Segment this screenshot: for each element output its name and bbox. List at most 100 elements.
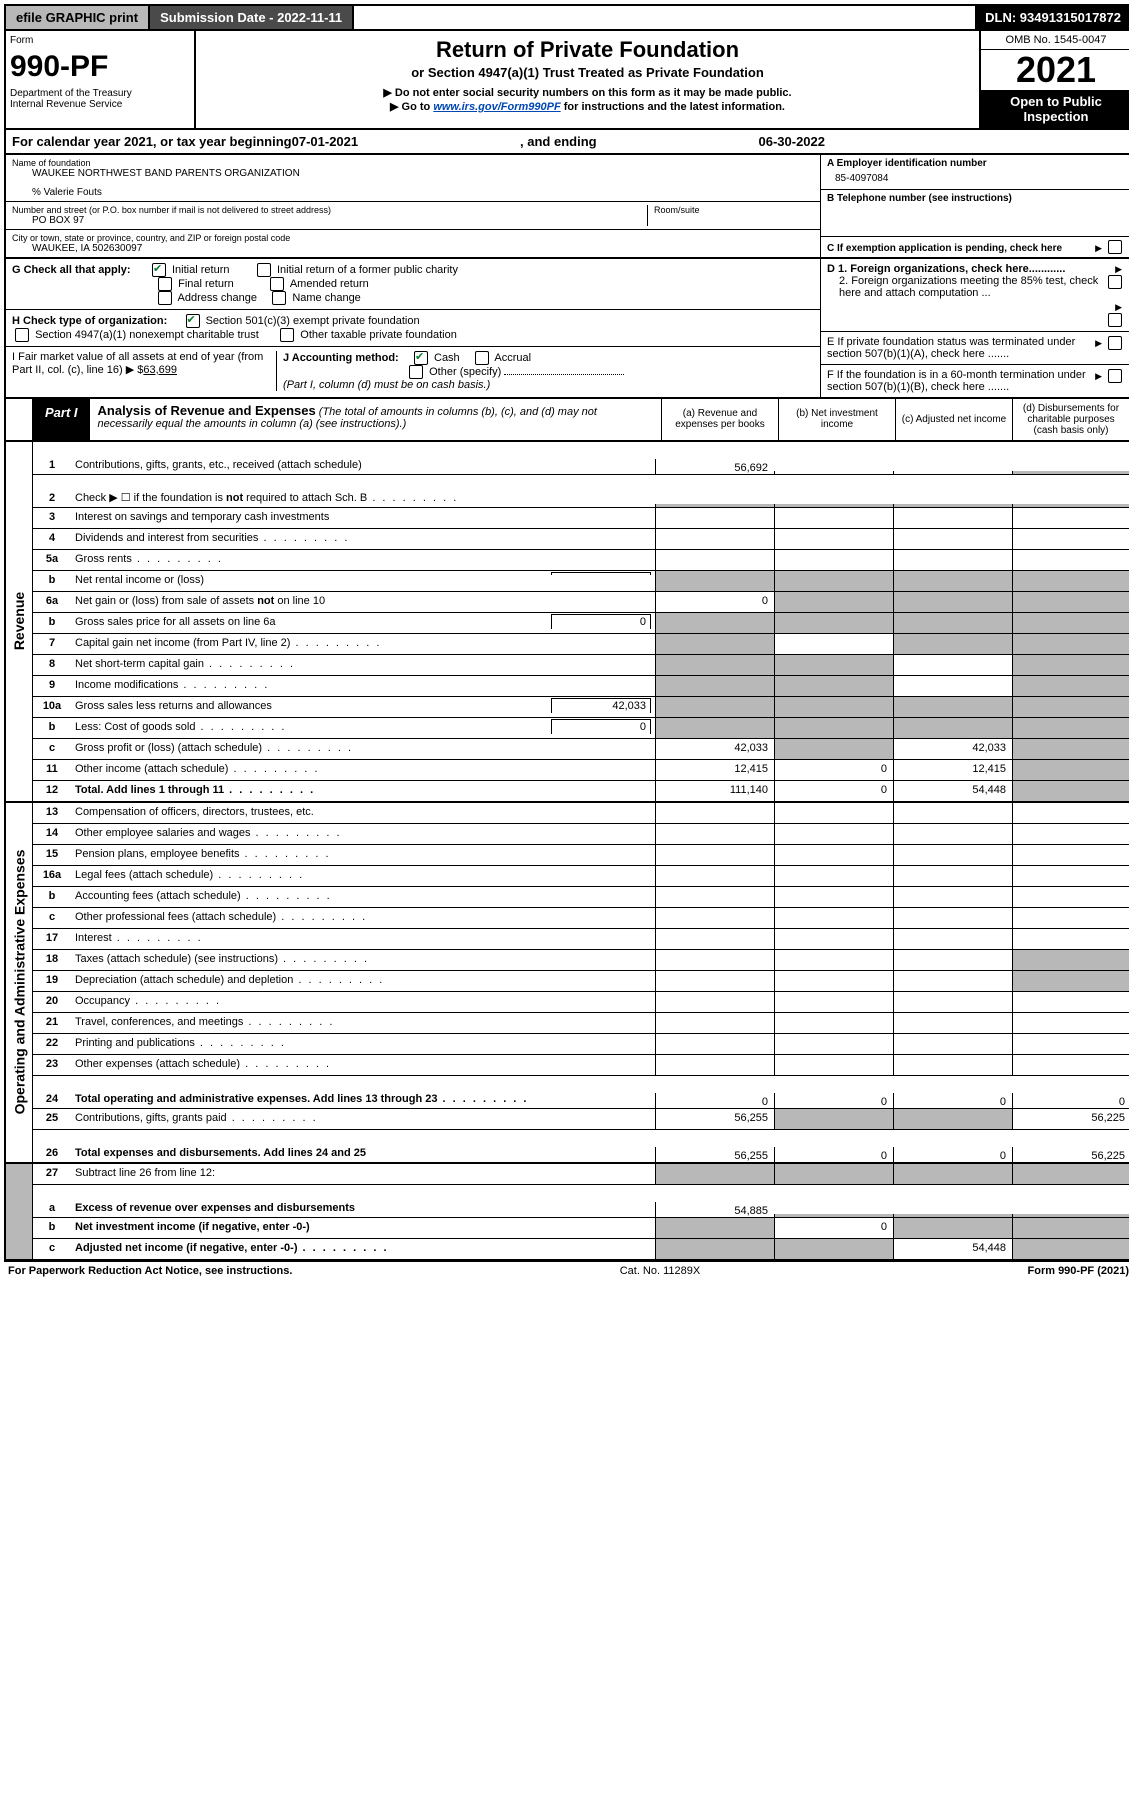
c-checkbox[interactable] xyxy=(1108,240,1122,254)
table-row: bAccounting fees (attach schedule) xyxy=(33,887,1129,908)
cell-col-d xyxy=(1012,908,1129,928)
row-number: 27 xyxy=(33,1164,71,1184)
cell-col-b xyxy=(774,613,893,633)
dln-label: DLN: 93491315017872 xyxy=(975,6,1129,29)
i-cell: I Fair market value of all assets at end… xyxy=(12,351,277,391)
f-checkbox[interactable] xyxy=(1108,369,1122,383)
row-description: Net rental income or (loss) xyxy=(71,571,655,591)
row-description: Compensation of officers, directors, tru… xyxy=(71,803,655,823)
j-accrual-checkbox[interactable] xyxy=(475,351,489,365)
cell-col-d xyxy=(1012,592,1129,612)
cell-col-d xyxy=(1012,1013,1129,1033)
inline-value: 0 xyxy=(551,614,651,629)
table-row: cGross profit or (loss) (attach schedule… xyxy=(33,739,1129,760)
cell-col-c xyxy=(893,508,1012,528)
cell-col-a xyxy=(655,866,774,886)
g-former-charity-checkbox[interactable] xyxy=(257,263,271,277)
cell-col-a xyxy=(655,508,774,528)
j-cash-checkbox[interactable] xyxy=(414,351,428,365)
h-4947-checkbox[interactable] xyxy=(15,328,29,342)
j-cell: J Accounting method: Cash Accrual Other … xyxy=(277,351,814,391)
g-opt1: Initial return xyxy=(172,264,229,276)
row-number: 1 xyxy=(33,456,71,474)
cell-col-b xyxy=(774,887,893,907)
cell-col-b: 0 xyxy=(774,760,893,780)
cell-col-d xyxy=(1012,824,1129,844)
j-other-checkbox[interactable] xyxy=(409,365,423,379)
e-checkbox[interactable] xyxy=(1108,336,1122,350)
cell-col-c xyxy=(893,592,1012,612)
ein-label: A Employer identification number xyxy=(827,158,987,169)
row-description: Interest on savings and temporary cash i… xyxy=(71,508,655,528)
row-description: Gross profit or (loss) (attach schedule) xyxy=(71,739,655,759)
g-label: G Check all that apply: xyxy=(12,264,131,276)
row-description: Depreciation (attach schedule) and deple… xyxy=(71,971,655,991)
cell-col-d xyxy=(1012,571,1129,591)
cell-col-a xyxy=(655,613,774,633)
f-row: F If the foundation is in a 60-month ter… xyxy=(821,365,1129,397)
cell-col-b xyxy=(774,592,893,612)
table-row: 26Total expenses and disbursements. Add … xyxy=(33,1130,1129,1162)
top-bar: efile GRAPHIC print Submission Date - 20… xyxy=(4,4,1129,31)
g-address-change-checkbox[interactable] xyxy=(158,291,172,305)
d2-label: 2. Foreign organizations meeting the 85%… xyxy=(827,275,1099,299)
j-accrual: Accrual xyxy=(494,352,531,364)
row-number: 15 xyxy=(33,845,71,865)
cell-col-a xyxy=(655,1218,774,1238)
g-opt3: Final return xyxy=(178,278,234,290)
cell-col-b xyxy=(774,571,893,591)
open-to-public: Open to Public Inspection xyxy=(981,90,1129,128)
cell-col-d xyxy=(1012,1164,1129,1184)
efile-print-button[interactable]: efile GRAPHIC print xyxy=(6,6,150,29)
arrow-icon xyxy=(1095,370,1105,382)
cell-col-b xyxy=(774,929,893,949)
table-row: 15Pension plans, employee benefits xyxy=(33,845,1129,866)
cell-col-b xyxy=(774,824,893,844)
row-description: Other employee salaries and wages xyxy=(71,824,655,844)
h-501c3-checkbox[interactable] xyxy=(186,314,200,328)
info-left: Name of foundation WAUKEE NORTHWEST BAND… xyxy=(6,155,820,257)
table-row: 18Taxes (attach schedule) (see instructi… xyxy=(33,950,1129,971)
row-description: Gross sales price for all assets on line… xyxy=(71,613,655,633)
part1-title-text: Analysis of Revenue and Expenses xyxy=(98,403,316,418)
row-number: 26 xyxy=(33,1144,71,1162)
table-row: 23Other expenses (attach schedule) xyxy=(33,1055,1129,1076)
table-row: 20Occupancy xyxy=(33,992,1129,1013)
city-cell: City or town, state or province, country… xyxy=(6,230,820,257)
cell-col-d xyxy=(1012,866,1129,886)
cell-col-c xyxy=(893,887,1012,907)
table-row: 1Contributions, gifts, grants, etc., rec… xyxy=(33,442,1129,475)
cell-col-c xyxy=(893,1055,1012,1075)
row-number: b xyxy=(33,718,71,738)
cell-col-c xyxy=(893,845,1012,865)
row-description: Occupancy xyxy=(71,992,655,1012)
g-row: G Check all that apply: Initial return I… xyxy=(6,259,820,310)
row-number: 25 xyxy=(33,1109,71,1129)
row-description: Net investment income (if negative, ente… xyxy=(71,1218,655,1238)
cell-col-b xyxy=(774,718,893,738)
cell-col-c xyxy=(893,634,1012,654)
cell-col-a xyxy=(655,529,774,549)
col-c-header: (c) Adjusted net income xyxy=(895,399,1012,440)
cell-col-b xyxy=(774,739,893,759)
cell-col-d xyxy=(1012,992,1129,1012)
cell-col-b xyxy=(774,655,893,675)
phone-label: B Telephone number (see instructions) xyxy=(827,193,1012,204)
g-initial-return-checkbox[interactable] xyxy=(152,263,166,277)
g-opt6: Name change xyxy=(292,292,361,304)
cell-col-c xyxy=(893,550,1012,570)
d1-checkbox[interactable] xyxy=(1108,275,1122,289)
g-opt2: Initial return of a former public charit… xyxy=(277,264,458,276)
name-label: Name of foundation xyxy=(12,158,814,168)
form990pf-link[interactable]: www.irs.gov/Form990PF xyxy=(433,101,560,113)
cell-col-a xyxy=(655,1013,774,1033)
h-other-taxable-checkbox[interactable] xyxy=(280,328,294,342)
g-amended-checkbox[interactable] xyxy=(270,277,284,291)
g-name-change-checkbox[interactable] xyxy=(272,291,286,305)
top-spacer xyxy=(354,6,975,29)
g-final-return-checkbox[interactable] xyxy=(158,277,172,291)
row-number: 24 xyxy=(33,1090,71,1108)
cell-col-d xyxy=(1012,760,1129,780)
cell-col-a: 56,255 xyxy=(655,1147,774,1162)
d2-checkbox[interactable] xyxy=(1108,313,1122,327)
